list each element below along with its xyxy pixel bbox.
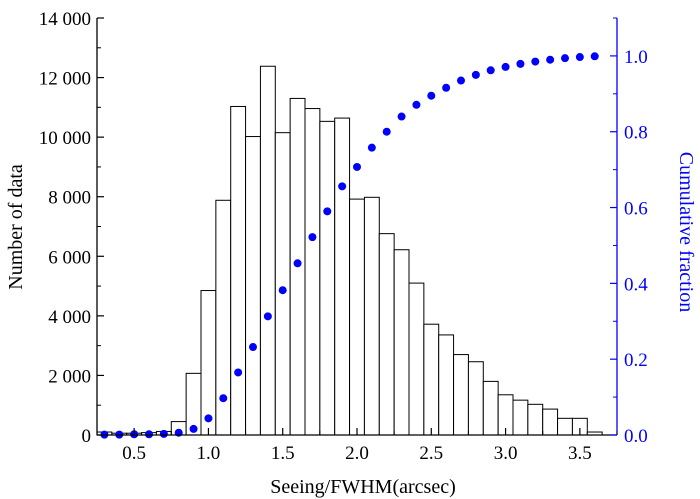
histogram-bar bbox=[274, 132, 291, 436]
cumulative-point bbox=[338, 182, 347, 191]
cumulative-point bbox=[308, 233, 317, 242]
y2-tick-label: 0.4 bbox=[624, 274, 648, 295]
y-tick-label: 10 000 bbox=[39, 128, 91, 149]
x-tick-label: 2.0 bbox=[345, 443, 369, 464]
histogram-bar bbox=[512, 399, 529, 436]
y2-tick-label: 0.2 bbox=[624, 350, 648, 371]
histogram-bar bbox=[467, 361, 484, 436]
cumulative-point bbox=[427, 91, 436, 100]
cumulative-point bbox=[397, 112, 406, 121]
histogram-bar bbox=[200, 290, 217, 436]
histogram-bar bbox=[230, 105, 247, 436]
histogram-bar bbox=[259, 65, 276, 436]
y-tick-label: 8 000 bbox=[48, 188, 91, 209]
cumulative-point bbox=[159, 429, 168, 438]
y-tick-label: 4 000 bbox=[48, 307, 91, 328]
y-tick-label: 2 000 bbox=[48, 366, 91, 387]
cumulative-point bbox=[367, 143, 376, 152]
y-axis-title: Number of data bbox=[5, 164, 27, 290]
histogram-bar bbox=[393, 249, 410, 436]
cumulative-point bbox=[219, 394, 228, 403]
tick-labels: 0 2 000 4 000 6 000 8 000 10 000 12 000 14 000 0… bbox=[39, 9, 649, 464]
histogram-bar bbox=[334, 117, 351, 436]
cumulative-point bbox=[442, 83, 451, 92]
cumulative-point bbox=[486, 66, 495, 75]
y2-tick-label: 1.0 bbox=[624, 47, 648, 68]
x-tick-label: 1.5 bbox=[271, 443, 295, 464]
cumulative-point bbox=[323, 207, 332, 216]
x-tick-label: 3.5 bbox=[568, 443, 592, 464]
x-tick-label: 0.5 bbox=[122, 443, 146, 464]
cumulative-point bbox=[293, 259, 302, 268]
cumulative-point bbox=[546, 55, 555, 64]
cumulative-point bbox=[204, 414, 213, 423]
histogram-bar bbox=[542, 408, 559, 436]
axes bbox=[96, 17, 618, 436]
histogram-bar bbox=[378, 233, 395, 436]
histogram-bar bbox=[482, 380, 499, 436]
cumulative-point bbox=[471, 70, 480, 79]
cumulative-point bbox=[263, 312, 272, 321]
cumulative-point bbox=[145, 430, 153, 439]
cumulative-point bbox=[590, 52, 599, 61]
cumulative-point bbox=[234, 368, 243, 377]
histogram-bar bbox=[319, 120, 336, 436]
cumulative-point bbox=[382, 127, 391, 136]
cumulative-point bbox=[516, 59, 525, 68]
y2-tick-label: 0.8 bbox=[624, 123, 648, 144]
x-tick-label: 2.5 bbox=[419, 443, 443, 464]
cumulative-point bbox=[278, 286, 287, 295]
histogram-bar bbox=[438, 334, 455, 436]
histogram-bar bbox=[408, 282, 425, 436]
y-tick-label: 0 bbox=[82, 426, 92, 447]
y2-axis-title: Cumulative fraction bbox=[675, 152, 697, 313]
y2-tick-label: 0.0 bbox=[624, 426, 648, 447]
histogram-bar bbox=[527, 403, 544, 436]
cumulative-point bbox=[575, 53, 584, 62]
histogram-bar bbox=[363, 196, 380, 436]
histogram-bar bbox=[245, 136, 261, 436]
histogram-bar bbox=[453, 354, 469, 436]
cumulative-point bbox=[249, 343, 257, 352]
x-tick-label: 3.0 bbox=[494, 443, 518, 464]
x-axis-title: Seeing/FWHM(arcsec) bbox=[270, 476, 456, 498]
x-tick-label: 1.0 bbox=[197, 443, 221, 464]
cumulative-point bbox=[457, 76, 465, 85]
histogram-bar bbox=[423, 323, 440, 436]
y-tick-label: 12 000 bbox=[39, 69, 91, 90]
histogram-bar bbox=[304, 108, 321, 436]
cumulative-point bbox=[501, 62, 510, 71]
cumulative-point bbox=[189, 424, 198, 433]
histogram-bars bbox=[96, 65, 603, 436]
histogram-bar bbox=[349, 198, 365, 436]
y-tick-label: 14 000 bbox=[39, 9, 91, 30]
cumulative-point bbox=[561, 54, 569, 63]
cumulative-point bbox=[353, 162, 361, 171]
cumulative-point bbox=[412, 100, 421, 109]
y-tick-label: 6 000 bbox=[48, 247, 91, 268]
cumulative-point bbox=[531, 57, 540, 66]
histogram-bar bbox=[557, 417, 573, 436]
y2-tick-label: 0.6 bbox=[624, 199, 648, 220]
